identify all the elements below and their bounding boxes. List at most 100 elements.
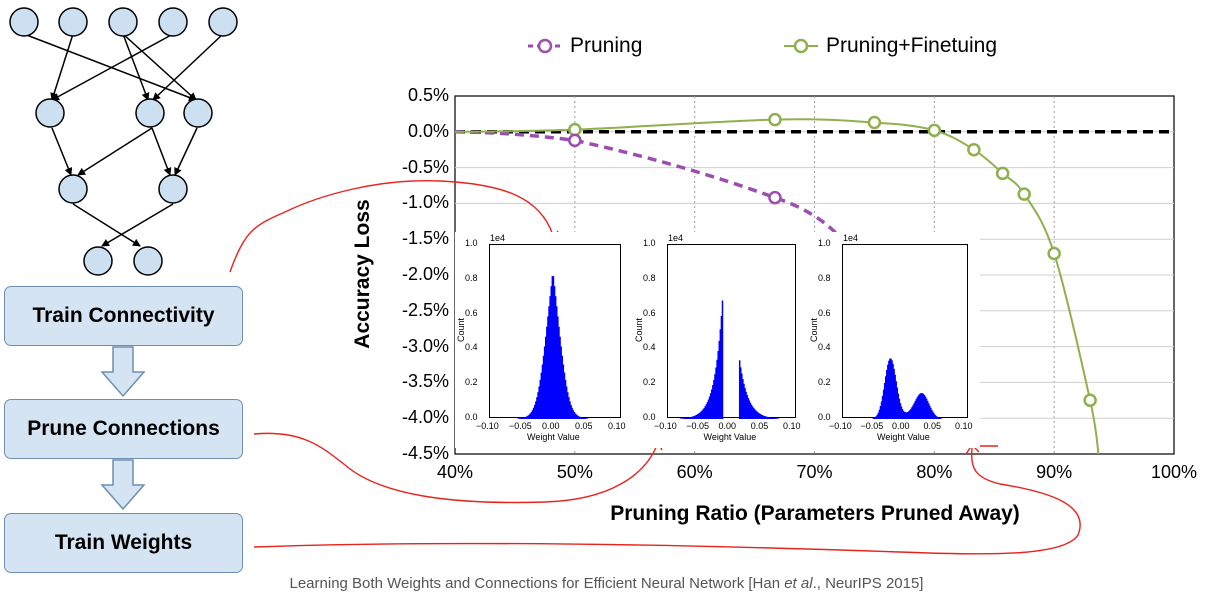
network-edge	[23, 33, 197, 102]
histogram-bar	[563, 372, 566, 419]
x-tick-label: 40%	[436, 462, 474, 482]
histogram-bar	[562, 364, 565, 419]
histogram-bar	[894, 374, 896, 419]
histogram-bar	[750, 404, 753, 419]
histogram-bar	[888, 360, 890, 419]
histogram-bar	[915, 399, 917, 419]
histogram-bar	[701, 410, 703, 419]
step-label: Prune Connections	[27, 417, 220, 440]
histogram-bar	[883, 382, 886, 419]
histogram-y-tick: 0.0	[465, 412, 478, 422]
histogram-x-tick: 0.00	[542, 421, 560, 431]
histogram-bar	[580, 417, 582, 419]
histogram-scale-label: 1e4	[668, 233, 684, 243]
histogram-bar	[538, 386, 540, 419]
histogram-bar	[774, 418, 776, 419]
histogram-bar	[687, 417, 689, 419]
histogram-bar	[937, 417, 939, 419]
histogram-bar	[771, 417, 773, 419]
network-node	[158, 7, 188, 37]
histogram-bar	[762, 415, 765, 419]
histogram-bar	[706, 402, 709, 419]
histogram-bar	[565, 386, 568, 419]
histogram-y-tick: 1.0	[465, 238, 478, 248]
x-tick-label: 80%	[916, 462, 953, 482]
histogram-bar	[686, 417, 688, 419]
histogram-bars	[517, 276, 589, 419]
network-edge	[152, 33, 224, 101]
histogram-x-tick: 0.00	[892, 421, 910, 431]
histogram-bar	[934, 414, 936, 419]
histogram-bar	[692, 416, 695, 419]
histogram-x-tick: −0.05	[509, 421, 532, 431]
histogram-y-tick: 0.4	[818, 342, 831, 353]
finetuning-point	[927, 123, 942, 138]
histogram-bar	[559, 336, 561, 419]
histogram-y-tick: 0.6	[818, 307, 831, 318]
histogram-bar	[540, 372, 543, 419]
histogram-bar	[895, 381, 897, 419]
histogram-y-tick: 0.0	[818, 412, 831, 422]
histogram-bar	[775, 418, 777, 419]
histogram-bar	[570, 404, 572, 419]
y-tick-label: -3.0%	[401, 335, 449, 356]
network-diagram	[9, 7, 238, 276]
histogram-bar	[709, 393, 712, 419]
histogram-bar	[935, 415, 937, 419]
histogram-bar	[581, 417, 583, 419]
histogram-bar	[700, 411, 702, 419]
y-tick-label: -1.0%	[401, 192, 449, 213]
histogram-bar	[920, 393, 923, 419]
histogram-bar	[532, 407, 535, 419]
network-edge	[101, 203, 174, 247]
network-edge	[151, 127, 172, 176]
histogram-bar	[717, 351, 719, 419]
histogram-bar	[705, 404, 708, 419]
histogram-bar	[560, 346, 562, 419]
histogram-bar	[746, 395, 748, 419]
histogram-bar	[893, 368, 895, 419]
histogram-bar	[882, 389, 885, 419]
histogram-bar	[916, 397, 918, 419]
histogram-bar	[912, 405, 914, 419]
histogram-y-label: Count	[809, 317, 820, 343]
histogram-bar	[586, 418, 589, 419]
histogram-bar	[885, 376, 887, 419]
histogram-bar	[526, 416, 528, 419]
histogram-bar	[704, 406, 707, 419]
histogram-bar	[889, 358, 891, 419]
histogram-bar	[756, 411, 758, 419]
histogram-bar	[697, 414, 699, 419]
annotation-curve-train-connectivity	[229, 179, 554, 273]
network-node	[133, 246, 163, 276]
histogram-scale-label: 1e4	[490, 233, 506, 243]
histogram-bar	[767, 417, 770, 419]
histogram-bar	[552, 276, 555, 419]
histogram-bar	[693, 415, 696, 419]
histogram-bar	[890, 358, 892, 419]
histogram-bar	[694, 415, 697, 419]
histogram-bar	[579, 416, 581, 419]
network-node	[135, 98, 165, 128]
histogram-bar	[543, 346, 546, 419]
network-node	[83, 246, 113, 276]
histogram-bars	[679, 300, 780, 419]
histogram-bar	[681, 418, 684, 419]
histogram-y-label: Count	[456, 317, 467, 343]
histogram-bar	[938, 417, 940, 419]
histogram-bar	[542, 355, 545, 419]
network-edge	[174, 127, 198, 176]
histogram-bar	[569, 401, 571, 419]
histogram-x-tick: −0.05	[686, 421, 710, 431]
finetuning-point	[1017, 187, 1031, 201]
histogram-y-tick: 0.8	[643, 272, 656, 283]
histogram-bar	[527, 415, 529, 419]
histogram-bar	[764, 416, 767, 419]
histogram-bar	[690, 416, 693, 419]
histogram-bar	[539, 379, 541, 419]
network-edge	[72, 203, 141, 247]
histogram-bar	[684, 418, 686, 419]
histogram-bar	[713, 379, 715, 419]
histogram-x-tick: −0.05	[860, 421, 884, 431]
